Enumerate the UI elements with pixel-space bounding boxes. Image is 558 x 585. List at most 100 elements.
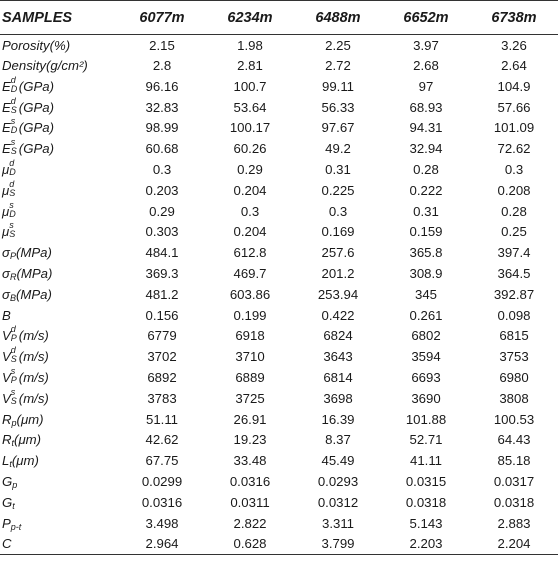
header-col-3: 6488m — [294, 0, 382, 35]
row-label-subscript: P — [10, 333, 17, 344]
table-cell: 0.261 — [409, 307, 443, 323]
table-cell: 53.64 — [233, 99, 267, 115]
row-label-unit: (GPa) — [18, 78, 54, 94]
row-label-symbol: P — [2, 515, 11, 531]
table-cell: 100.7 — [233, 78, 267, 94]
row-label: σP(MPa) — [0, 242, 118, 263]
table-cell: 3710 — [235, 349, 265, 365]
row-label-subscript: P — [9, 251, 16, 262]
header-samples: SAMPLES — [0, 0, 118, 35]
table-cell: 392.87 — [493, 286, 535, 302]
row-label-superscript: s — [10, 137, 16, 148]
table-cell: 85.18 — [497, 453, 531, 469]
table-cell: 57.66 — [497, 99, 531, 115]
table-cell: 2.883 — [497, 515, 531, 531]
row-label: Pp-t — [0, 513, 118, 534]
table-cell: 397.4 — [497, 245, 531, 261]
table-cell: 603.86 — [229, 286, 271, 302]
table-cell: 0.203 — [145, 182, 179, 198]
table-cell: 0.422 — [321, 307, 355, 323]
row-label-unit: (MPa) — [15, 245, 52, 261]
header-col-5: 6738m — [470, 0, 558, 35]
row-label: σR(MPa) — [0, 263, 118, 284]
row-label-subscript: D — [9, 167, 16, 178]
table-cell: 481.2 — [145, 286, 179, 302]
row-label-symbol: μ — [2, 224, 10, 240]
table-cell: 0.0316 — [229, 474, 271, 490]
table-cell: 0.3 — [504, 162, 524, 178]
table-cell: 94.31 — [409, 120, 443, 136]
header-col-2-num: 6234 — [227, 9, 260, 26]
header-col-2-unit: m — [259, 9, 273, 26]
header-col-1-unit: m — [171, 9, 185, 26]
table-cell: 0.28 — [501, 203, 527, 219]
table-cell: 469.7 — [233, 266, 267, 282]
table-row: Rp(μm) 51.11 26.91 16.39 101.88 100.53 — [0, 409, 558, 430]
row-label: Rp(μm) — [0, 409, 118, 430]
row-label-symbol: B — [2, 307, 11, 323]
table-cell: 52.71 — [409, 432, 443, 448]
row-label-symbol: E — [2, 78, 11, 94]
table-cell: 0.628 — [206, 533, 294, 555]
table-cell: 484.1 — [145, 245, 179, 261]
table-cell: 1.98 — [237, 37, 263, 53]
table-cell: 2.68 — [413, 58, 439, 74]
table-cell: 0.0316 — [141, 494, 183, 510]
table-row: Gt 0.0316 0.0311 0.0312 0.0318 0.0318 — [0, 492, 558, 513]
table-row: C 2.964 0.628 3.799 2.203 2.204 — [0, 533, 558, 555]
table-cell: 2.8 — [152, 58, 172, 74]
row-label-subscript: D — [10, 83, 18, 94]
row-label-unit: (μm) — [14, 432, 42, 448]
table-cell: 6980 — [499, 370, 529, 386]
row-label-subscript: t — [12, 500, 15, 511]
table-row: Lt(μm) 67.75 33.48 45.49 41.11 85.18 — [0, 450, 558, 471]
table-cell: 3.799 — [294, 533, 382, 555]
table-row: Porosity(%) 2.15 1.98 2.25 3.97 3.26 — [0, 35, 558, 56]
table-cell: 0.159 — [409, 224, 443, 240]
table-cell: 3.311 — [321, 515, 355, 531]
table-cell: 0.204 — [233, 182, 267, 198]
table-cell: 0.303 — [145, 224, 179, 240]
table-cell: 3.498 — [145, 515, 179, 531]
table-cell: 3690 — [411, 390, 441, 406]
table-cell: 369.3 — [145, 266, 179, 282]
table-row: Gp 0.0299 0.0316 0.0293 0.0315 0.0317 — [0, 471, 558, 492]
row-label-symbol: σ — [2, 286, 10, 302]
table-row: σB(MPa) 481.2 603.86 253.94 345 392.87 — [0, 284, 558, 305]
table-cell: 5.143 — [409, 515, 443, 531]
row-label: C — [0, 533, 118, 555]
table-cell: 51.11 — [145, 411, 179, 427]
table-cell: 104.9 — [497, 78, 531, 94]
header-col-5-unit: m — [523, 9, 537, 26]
table-cell: 6693 — [411, 370, 441, 386]
table-cell: 0.0317 — [493, 474, 535, 490]
table-cell: 0.199 — [233, 307, 267, 323]
row-label-subscript: B — [9, 292, 16, 303]
table-cell: 68.93 — [409, 99, 443, 115]
table-cell: 26.91 — [233, 411, 267, 427]
header-col-4-num: 6652 — [403, 9, 436, 26]
table-cell: 257.6 — [321, 245, 355, 261]
table-cell: 3783 — [147, 390, 177, 406]
row-label-superscript: d — [10, 95, 16, 106]
row-label-symbol: σ — [2, 245, 10, 261]
row-label-symbol: Porosity — [2, 37, 50, 53]
row-label-unit: (g/cm²) — [45, 58, 88, 74]
row-label: σB(MPa) — [0, 284, 118, 305]
header-col-3-num: 6488 — [315, 9, 348, 26]
table-row: B 0.156 0.199 0.422 0.261 0.098 — [0, 305, 558, 326]
table-cell: 32.83 — [145, 99, 179, 115]
table-cell: 308.9 — [409, 266, 443, 282]
header-col-2: 6234m — [206, 0, 294, 35]
